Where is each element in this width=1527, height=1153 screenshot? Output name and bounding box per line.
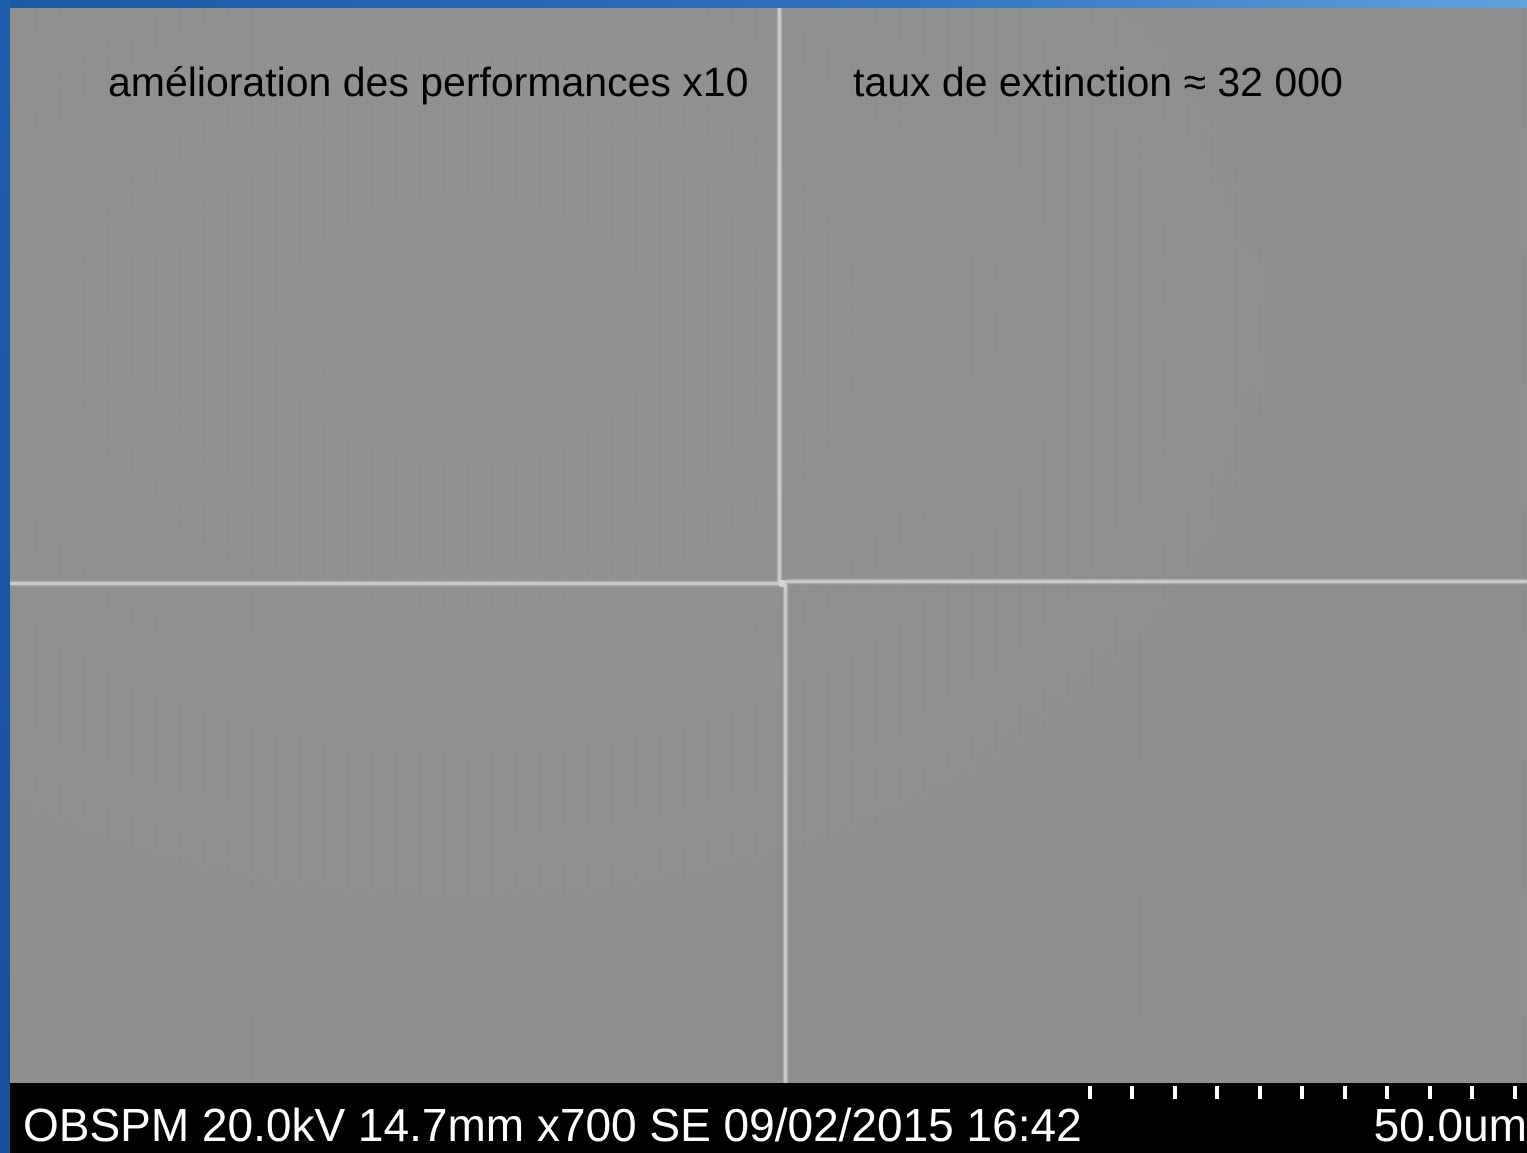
scale-tick: [1385, 1086, 1389, 1099]
scale-tick: [1258, 1086, 1262, 1099]
vertical-edge-top: [778, 8, 781, 582]
extinction-ratio-annotation: taux de extinction ≈ 32 000: [853, 59, 1343, 105]
slide-frame-left: [0, 0, 10, 1153]
scale-tick: [1428, 1086, 1432, 1099]
scale-tick: [1130, 1086, 1134, 1099]
slide-frame-top: [0, 0, 1527, 8]
scale-tick: [1513, 1086, 1517, 1099]
quadrant-center-point: [779, 580, 786, 587]
image-noise-texture: [10, 8, 1527, 1083]
sem-micrograph: [10, 8, 1527, 1083]
vertical-edge-bottom: [784, 584, 787, 1083]
scale-tick: [1300, 1086, 1304, 1099]
performance-annotation: amélioration des performances x10: [108, 59, 749, 105]
scale-bar-label: 50.0um: [1373, 1099, 1527, 1151]
horizontal-edge-left: [10, 582, 782, 585]
scale-tick: [1470, 1086, 1474, 1099]
scale-tick: [1343, 1086, 1347, 1099]
horizontal-edge-right: [786, 580, 1527, 583]
scale-tick: [1173, 1086, 1177, 1099]
scale-tick: [1088, 1086, 1092, 1099]
sem-info-bar: OBSPM 20.0kV 14.7mm x700 SE 09/02/2015 1…: [10, 1083, 1527, 1153]
scale-tick: [1215, 1086, 1219, 1099]
scale-bar: [1088, 1086, 1527, 1102]
acquisition-parameters: OBSPM 20.0kV 14.7mm x700 SE 09/02/2015 1…: [23, 1099, 1082, 1151]
